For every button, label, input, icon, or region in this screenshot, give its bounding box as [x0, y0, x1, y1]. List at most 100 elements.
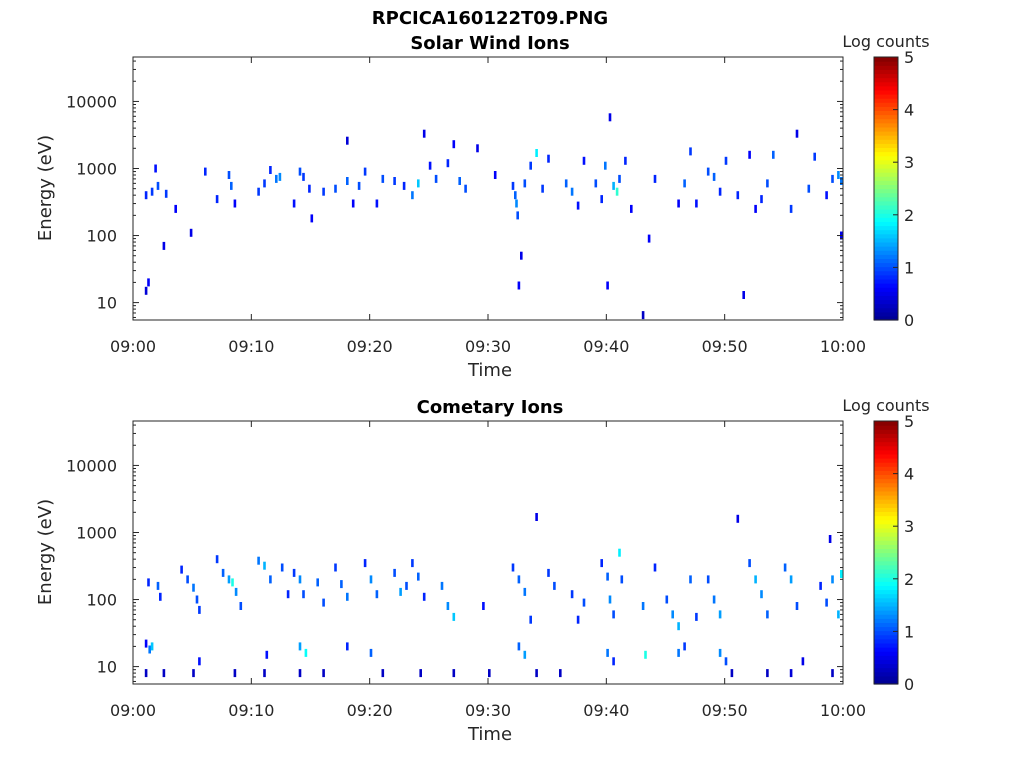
- colorbar-segment: [874, 573, 898, 578]
- data-cell: [695, 612, 698, 621]
- data-cell: [233, 669, 237, 678]
- data-cell: [298, 669, 302, 678]
- data-cell: [612, 657, 615, 666]
- data-cell: [615, 187, 619, 196]
- colorbar-segment: [874, 651, 898, 656]
- data-cell: [148, 645, 151, 654]
- colorbar-segment: [874, 303, 898, 309]
- data-cell: [541, 184, 544, 193]
- data-cell: [446, 602, 450, 610]
- colorbar-segment: [874, 225, 898, 231]
- data-cell: [322, 598, 325, 607]
- data-cell: [516, 211, 519, 220]
- data-cell: [511, 563, 515, 572]
- data-cell: [671, 610, 674, 619]
- data-cell: [837, 171, 840, 179]
- data-cell: [144, 669, 148, 678]
- data-cell: [419, 669, 422, 678]
- data-cell: [452, 669, 456, 678]
- colorbar-segment: [874, 577, 898, 582]
- data-cell: [322, 187, 325, 196]
- y-tick-label: 10000: [66, 456, 117, 475]
- plot-area: [132, 56, 844, 321]
- plot-area: [132, 420, 844, 685]
- colorbar-segment: [874, 499, 898, 504]
- colorbar-segment: [874, 667, 898, 673]
- colorbar-segment: [874, 474, 898, 480]
- colorbar-segment: [874, 311, 898, 317]
- data-cell: [600, 195, 603, 204]
- colorbar-segment: [874, 642, 898, 648]
- data-cell: [718, 187, 722, 196]
- colorbar-segment: [874, 155, 898, 161]
- colorbar-segment: [874, 630, 898, 636]
- colorbar-segment: [874, 135, 898, 140]
- data-cell: [624, 156, 627, 165]
- colorbar-tick-label: 2: [904, 570, 914, 589]
- data-cell: [493, 171, 497, 179]
- x-tick-label: 09:50: [702, 337, 748, 356]
- colorbar-segment: [874, 69, 898, 75]
- data-cell: [308, 184, 311, 193]
- colorbar-segment: [874, 188, 898, 194]
- data-cell: [186, 575, 189, 584]
- data-cell: [647, 234, 651, 243]
- colorbar-segment: [874, 507, 898, 513]
- colorbar-tick-label: 4: [904, 465, 914, 484]
- colorbar-tick-label: 1: [904, 622, 914, 641]
- colorbar-segment: [874, 237, 898, 243]
- colorbar-segment: [874, 130, 898, 136]
- data-cell: [535, 149, 538, 157]
- colorbar-segment: [874, 548, 898, 554]
- x-tick-label: 10:00: [820, 337, 866, 356]
- data-cell: [195, 595, 199, 604]
- colorbar-segment: [874, 605, 898, 611]
- colorbar-segment: [874, 89, 898, 95]
- data-cell: [840, 177, 843, 185]
- data-cell: [840, 570, 843, 578]
- data-cell: [405, 581, 408, 590]
- data-cell: [144, 286, 148, 295]
- data-cell: [275, 174, 278, 183]
- data-cell: [402, 181, 406, 190]
- colorbar-segment: [874, 675, 898, 681]
- data-cell: [772, 150, 775, 159]
- data-cell: [482, 602, 485, 610]
- data-cell: [523, 587, 527, 596]
- data-cell: [164, 189, 168, 198]
- y-tick-label: 1000: [76, 159, 117, 178]
- y-tick-label: 100: [86, 227, 117, 246]
- data-cell: [381, 174, 385, 183]
- colorbar-segment: [874, 618, 898, 623]
- colorbar-segment: [874, 184, 898, 190]
- data-cells: [144, 513, 843, 678]
- data-cell: [630, 204, 633, 213]
- data-cell: [724, 156, 728, 165]
- data-cell: [641, 602, 645, 610]
- data-cell: [653, 563, 657, 572]
- data-cell: [760, 590, 763, 599]
- data-cell: [825, 598, 828, 607]
- data-cell: [363, 559, 367, 568]
- colorbar-segment: [874, 196, 898, 202]
- colorbar-segment: [874, 622, 898, 628]
- data-cell: [576, 201, 580, 210]
- data-cell: [269, 575, 272, 584]
- figure-title: RPCICA160122T09.PNG: [372, 8, 608, 29]
- data-cell: [346, 642, 349, 651]
- colorbar-segment: [874, 291, 898, 296]
- colorbar-segment: [874, 581, 898, 586]
- data-cell: [795, 129, 799, 138]
- data-cell: [278, 172, 282, 181]
- data-cell: [174, 204, 177, 213]
- colorbar-segment: [874, 126, 898, 132]
- colorbar-segment: [874, 441, 898, 447]
- colorbar-segment: [874, 81, 898, 87]
- x-tick-label: 09:00: [110, 701, 156, 720]
- colorbar-segment: [874, 523, 898, 529]
- data-cell: [837, 610, 840, 619]
- colorbar-segment: [874, 262, 898, 268]
- colorbar-segment: [874, 106, 898, 112]
- y-tick-label: 10000: [66, 92, 117, 111]
- colorbar-segment: [874, 192, 898, 198]
